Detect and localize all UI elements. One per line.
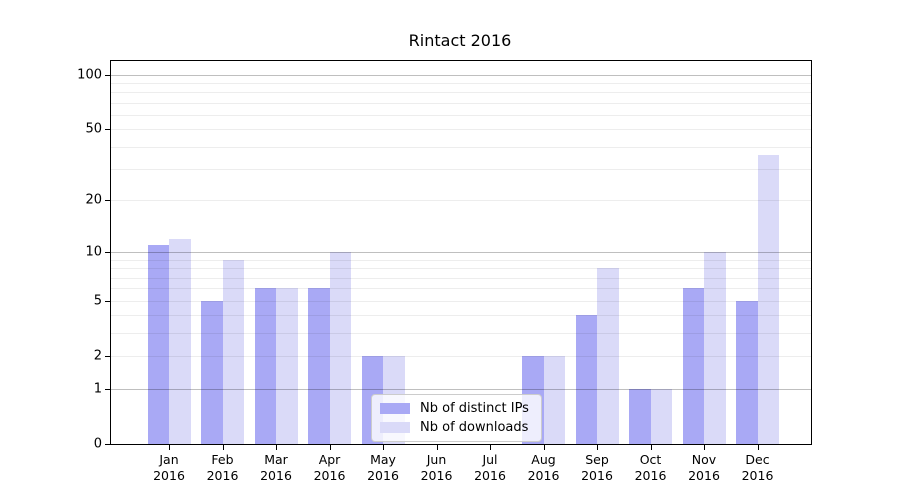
x-axis-tick-mar	[276, 445, 277, 450]
gridline-minor-70	[111, 102, 811, 104]
bar-downloads-feb	[222, 259, 244, 444]
gridline-minor-30	[111, 169, 811, 171]
gridline-minor-60	[111, 115, 811, 117]
y-axis-tick-20	[105, 200, 110, 202]
bar-downloads-oct	[650, 388, 672, 444]
y-axis-label-20: 20	[85, 192, 102, 208]
x-axis-tick-aug	[543, 445, 545, 450]
legend: Nb of distinct IPs Nb of downloads	[371, 394, 542, 442]
chart-title: Rintact 2016	[408, 31, 512, 50]
legend-item-distinct-ips: Nb of distinct IPs	[380, 401, 529, 416]
y-axis-label-10: 10	[85, 244, 102, 260]
bar-distinct-ips-oct	[629, 388, 651, 444]
x-axis-tick-nov	[704, 445, 705, 450]
gridline-minor-40	[111, 146, 811, 148]
y-axis-tick-1	[105, 388, 110, 390]
x-axis-label-jun: Jun 2016	[420, 452, 453, 483]
bar-downloads-aug	[543, 356, 565, 444]
gridline-minor-50	[111, 129, 811, 131]
x-axis-tick-feb	[222, 445, 224, 450]
x-axis-tick-jun	[436, 445, 438, 450]
x-axis-tick-dec	[757, 445, 759, 450]
bar-downloads-jan	[169, 238, 191, 444]
bar-downloads-dec	[757, 155, 779, 444]
y-axis-label-50: 50	[85, 121, 102, 137]
x-axis-label-feb: Feb 2016	[206, 452, 239, 483]
y-axis-label-5: 5	[93, 293, 102, 309]
bar-downloads-apr	[329, 252, 351, 444]
x-axis-tick-jan	[169, 445, 170, 450]
y-axis-tick-0	[105, 444, 110, 445]
bar-distinct-ips-dec	[736, 300, 758, 444]
gridline-minor-80	[111, 92, 811, 94]
legend-swatch-distinct-ips	[380, 403, 410, 414]
bar-distinct-ips-sep	[575, 315, 597, 444]
legend-swatch-downloads	[380, 422, 410, 433]
plot-area: 0 1 2 5 10 20 50 100 Jan 2016 Feb 2016 Mar 2016 Apr 201…	[77, 60, 812, 483]
x-axis-tick-sep	[597, 445, 598, 450]
x-axis-tick-oct	[650, 445, 652, 450]
y-axis-label-0: 0	[93, 436, 102, 452]
y-axis-label-1: 1	[93, 381, 102, 397]
y-axis-tick-10	[105, 252, 110, 254]
x-axis-tick-may	[383, 445, 384, 450]
bar-distinct-ips-nov	[682, 288, 704, 444]
x-axis-label-sep: Sep 2016	[581, 452, 613, 483]
x-axis-label-dec: Dec 2016	[741, 452, 774, 483]
legend-label-distinct-ips: Nb of distinct IPs	[420, 401, 529, 416]
x-axis-label-apr: Apr 2016	[313, 452, 346, 483]
x-axis-label-aug: Aug 2016	[527, 452, 560, 483]
x-axis-tick-apr	[329, 445, 331, 450]
y-axis-tick-5	[105, 300, 110, 302]
x-axis-label-may: May 2016	[367, 452, 399, 483]
bar-distinct-ips-jan	[147, 245, 169, 444]
x-axis-label-jul: Jul 2016	[474, 452, 506, 483]
bar-distinct-ips-feb	[201, 300, 223, 444]
y-axis-label-2: 2	[93, 348, 102, 364]
gridline-minor-90	[111, 83, 811, 85]
x-axis-label-nov: Nov 2016	[688, 452, 720, 483]
x-axis-label-jan: Jan 2016	[153, 452, 185, 483]
y-axis-tick-2	[105, 356, 110, 358]
gridline-minor-20	[111, 200, 811, 202]
x-axis-label-oct: Oct 2016	[634, 452, 667, 483]
bar-distinct-ips-apr	[308, 288, 330, 444]
bar-downloads-nov	[704, 252, 726, 444]
x-axis-tick-jul	[490, 445, 491, 450]
legend-label-downloads: Nb of downloads	[420, 420, 529, 435]
legend-item-downloads: Nb of downloads	[380, 420, 529, 435]
y-axis-label-100: 100	[77, 67, 102, 83]
gridline-major-100	[111, 74, 811, 76]
bar-downloads-sep	[597, 268, 619, 444]
y-axis-tick-100	[105, 74, 110, 76]
bar-distinct-ips-mar	[254, 288, 276, 444]
y-axis-tick-50	[105, 129, 110, 131]
x-axis-label-mar: Mar 2016	[260, 452, 292, 483]
bar-downloads-mar	[276, 288, 298, 444]
